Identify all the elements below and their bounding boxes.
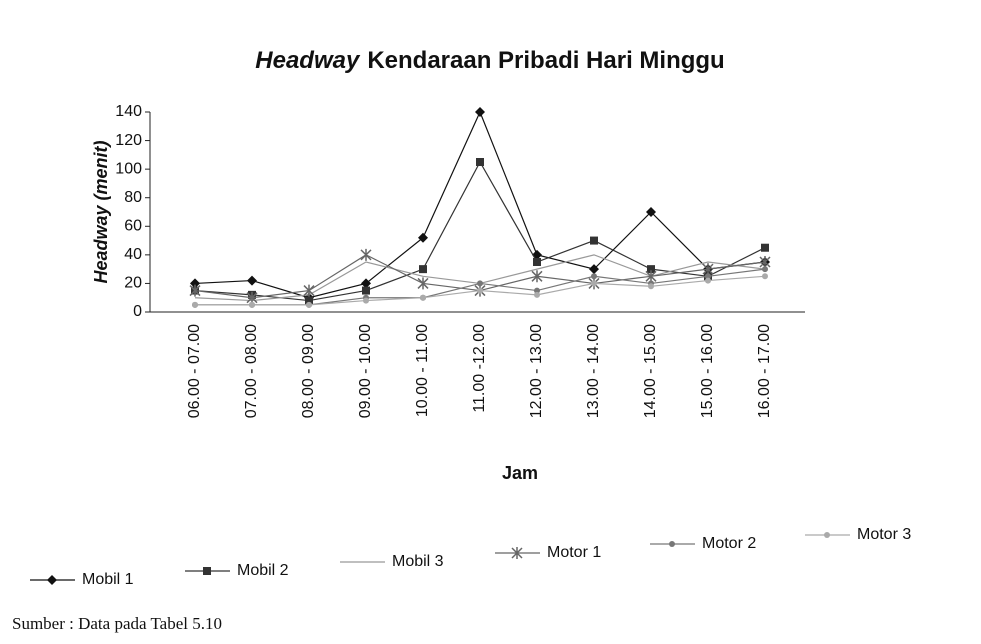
x-tick-label: 06.00 - 07.00 — [186, 324, 203, 418]
x-tick-label: 11.00 -12.00 — [471, 324, 488, 413]
marker — [476, 158, 484, 166]
marker — [362, 286, 370, 295]
x-tick-label: 13.00 - 14.00 — [585, 324, 602, 418]
marker — [762, 273, 768, 280]
marker — [477, 287, 483, 294]
marker — [417, 277, 429, 290]
x-tick-label: 12.00 - 13.00 — [528, 324, 545, 418]
marker — [47, 575, 57, 585]
marker — [533, 258, 541, 266]
marker — [247, 275, 257, 286]
title-em: Headway — [255, 47, 361, 74]
marker — [477, 280, 483, 287]
marker — [190, 278, 200, 289]
marker — [418, 232, 428, 243]
marker — [705, 277, 711, 284]
marker — [475, 107, 485, 117]
y-tick-label: 100 — [115, 160, 142, 177]
y-tick-label: 80 — [124, 189, 142, 206]
legend-label: Motor 1 — [547, 544, 601, 561]
legend-label: Motor 2 — [702, 535, 756, 552]
series — [192, 273, 768, 308]
y-tick-label: 0 — [133, 303, 142, 320]
x-axis-label: Jam — [502, 463, 538, 483]
marker — [761, 243, 769, 252]
marker — [648, 283, 654, 290]
marker — [419, 265, 427, 274]
marker — [306, 301, 312, 308]
marker — [534, 291, 540, 298]
series-line — [194, 110, 766, 299]
marker — [705, 273, 711, 280]
x-tick-label: 15.00 - 16.00 — [699, 324, 716, 418]
legend-label: Mobil 2 — [237, 562, 289, 579]
marker — [360, 248, 372, 261]
chart-title: Headway Kendaraan Pribadi Hari Minggu — [255, 47, 724, 74]
marker — [531, 270, 543, 283]
source: Sumber : Data pada Tabel 5.10 — [12, 614, 222, 633]
marker — [591, 280, 597, 287]
marker — [702, 263, 714, 276]
marker — [590, 236, 598, 245]
marker — [511, 547, 523, 559]
y-tick-label: 60 — [124, 218, 142, 235]
marker — [189, 284, 201, 297]
marker — [192, 301, 198, 308]
marker — [246, 291, 258, 304]
y-tick-label: 40 — [124, 246, 142, 263]
x-tick-label: 07.00 - 08.00 — [243, 324, 260, 418]
marker — [249, 301, 255, 308]
marker — [646, 207, 656, 217]
y-tick-label: 120 — [115, 132, 142, 149]
marker — [363, 297, 369, 304]
legend-label: Mobil 3 — [392, 553, 444, 570]
x-tick-label: 16.00 - 17.00 — [756, 324, 773, 418]
legend-label: Mobil 1 — [82, 571, 134, 588]
title-rest: Kendaraan Pribadi Hari Minggu — [367, 47, 724, 74]
marker — [534, 287, 540, 294]
marker — [305, 296, 313, 305]
x-tick-label: 10.00 - 11.00 — [414, 324, 431, 417]
marker — [824, 532, 830, 538]
y-axis-label: Headway (menit) — [91, 140, 111, 283]
series — [189, 248, 771, 304]
marker — [420, 294, 426, 301]
marker — [759, 256, 771, 268]
marker — [591, 273, 597, 280]
y-tick-label: 20 — [124, 275, 142, 292]
x-tick-label: 08.00 - 09.00 — [300, 324, 317, 418]
marker — [361, 278, 371, 289]
x-tick-label: 14.00 - 15.00 — [642, 324, 659, 418]
marker — [303, 284, 315, 297]
marker — [647, 265, 655, 274]
x-tick-label: 09.00 - 10.00 — [357, 324, 374, 418]
marker — [203, 567, 211, 575]
marker — [669, 541, 675, 547]
legend-label: Motor 3 — [857, 526, 911, 543]
marker — [589, 264, 599, 275]
y-tick-label: 140 — [115, 103, 142, 120]
marker — [762, 266, 768, 273]
marker — [645, 270, 657, 283]
